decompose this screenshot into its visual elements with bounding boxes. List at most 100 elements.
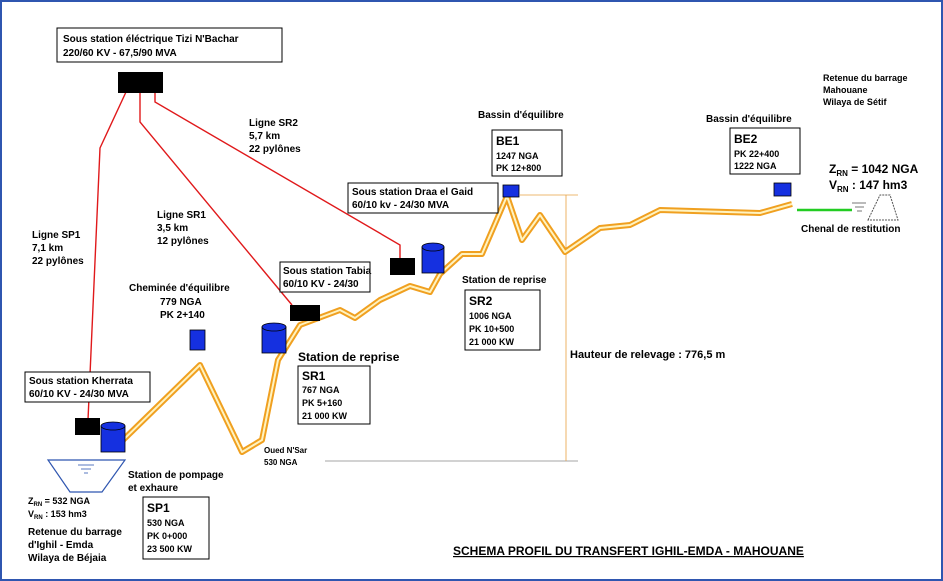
label: 7,1 km [32, 243, 63, 254]
label-box [297, 365, 371, 425]
label-box [464, 289, 541, 351]
label-box [491, 129, 563, 177]
label: Mahouane [823, 85, 868, 95]
label: Sous station Draa el Gaid [352, 187, 473, 198]
reservoir [46, 459, 127, 493]
label: 22 pylônes [32, 256, 84, 267]
tank-top [100, 421, 126, 431]
label: d'Ighil - Emda [28, 540, 94, 551]
label: 530 NGA [264, 458, 298, 467]
subscript: RN [34, 502, 43, 508]
label: 5,7 km [249, 131, 280, 142]
label: Retenue du barrage [28, 527, 122, 538]
label: 21 000 KW [302, 411, 348, 421]
station-name: BE2 [734, 132, 758, 146]
label: Sous station Kherrata [29, 376, 133, 387]
station-name: BE1 [496, 134, 520, 148]
label: PK 10+500 [469, 324, 514, 334]
label: ZRN = 532 NGA [28, 496, 90, 508]
label: 22 pylônes [249, 144, 301, 155]
label-box [729, 127, 801, 175]
water-marks [852, 202, 866, 212]
label: 530 NGA [147, 518, 185, 528]
value: : 153 hm3 [43, 509, 87, 519]
station-name: SR2 [469, 294, 493, 308]
transformer [118, 72, 163, 93]
label: 767 NGA [302, 385, 340, 395]
label-box [24, 371, 151, 403]
label: Bassin d'équilibre [478, 110, 564, 121]
value: : 147 hm3 [849, 178, 908, 192]
pipeline-inner [117, 195, 793, 453]
label: Cheminée d'équilibre [129, 283, 230, 294]
label: PK 0+000 [147, 531, 187, 541]
label: Sous station éléctrique Tizi N'Bachar [63, 34, 239, 45]
label: Oued N'Sar [264, 446, 307, 455]
transformer [390, 258, 415, 275]
label: Station de reprise [298, 350, 400, 364]
tanks [100, 182, 792, 453]
label: Station de pompage [128, 470, 224, 481]
label: 12 pylônes [157, 236, 209, 247]
label: 60/10 KV - 24/30 [283, 279, 359, 290]
label: Ligne SR2 [249, 118, 298, 129]
power-line [139, 92, 293, 306]
water-marks [78, 464, 94, 474]
label: PK 22+400 [734, 149, 779, 159]
label: VRN : 147 hm3 [829, 178, 908, 194]
label: Wilaya de Sétif [823, 97, 887, 107]
label-box [56, 27, 283, 63]
subscript: RN [34, 515, 43, 521]
dam [867, 194, 899, 221]
label-box [279, 261, 371, 293]
label: ZRN = 1042 NGA [829, 162, 919, 178]
tank-top [261, 322, 287, 332]
label: Sous station Tabia [283, 266, 372, 277]
station-name: SR1 [302, 369, 326, 383]
label: et exhaure [128, 483, 178, 494]
label: VRN : 153 hm3 [28, 509, 87, 521]
label: Ligne SP1 [32, 230, 81, 241]
label: 1006 NGA [469, 311, 512, 321]
label-box [142, 496, 210, 560]
subscript: RN [837, 185, 849, 194]
label: 21 000 KW [469, 337, 515, 347]
value: = 532 NGA [42, 496, 90, 506]
label: Hauteur de relevage : 776,5 m [570, 349, 726, 361]
symbol: V [829, 178, 837, 192]
label: Chenal de restitution [801, 224, 900, 235]
station-name: SP1 [147, 501, 170, 515]
label: 23 500 KW [147, 544, 193, 554]
label: Bassin d'équilibre [706, 114, 792, 125]
symbol: Z [829, 162, 836, 176]
label: Station de reprise [462, 275, 547, 286]
label: 1247 NGA [496, 151, 539, 161]
symbol: Z [28, 496, 34, 506]
subscript: RN [836, 169, 848, 178]
label: 1222 NGA [734, 161, 777, 171]
diagram-title: SCHEMA PROFIL DU TRANSFERT IGHIL-EMDA - … [453, 544, 804, 558]
basin-block [773, 182, 792, 197]
label: 779 NGA [160, 297, 202, 308]
label: PK 12+800 [496, 163, 541, 173]
label: 3,5 km [157, 223, 188, 234]
label-box [347, 182, 499, 214]
transformer [75, 418, 100, 435]
label: Retenue du barrage [823, 73, 908, 83]
basin-block [502, 184, 520, 198]
power-line [154, 92, 401, 260]
label: 220/60 KV - 67,5/90 MVA [63, 48, 177, 59]
tank-top [421, 242, 445, 252]
label: 60/10 KV - 24/30 MVA [29, 389, 129, 400]
label: Ligne SR1 [157, 210, 206, 221]
label: 60/10 kv - 24/30 MVA [352, 200, 449, 211]
label: Wilaya de Béjaia [28, 553, 107, 564]
label: PK 2+140 [160, 310, 205, 321]
symbol: V [28, 509, 34, 519]
power-line [87, 91, 127, 421]
chimney-block [189, 329, 206, 351]
transformer [290, 305, 320, 321]
